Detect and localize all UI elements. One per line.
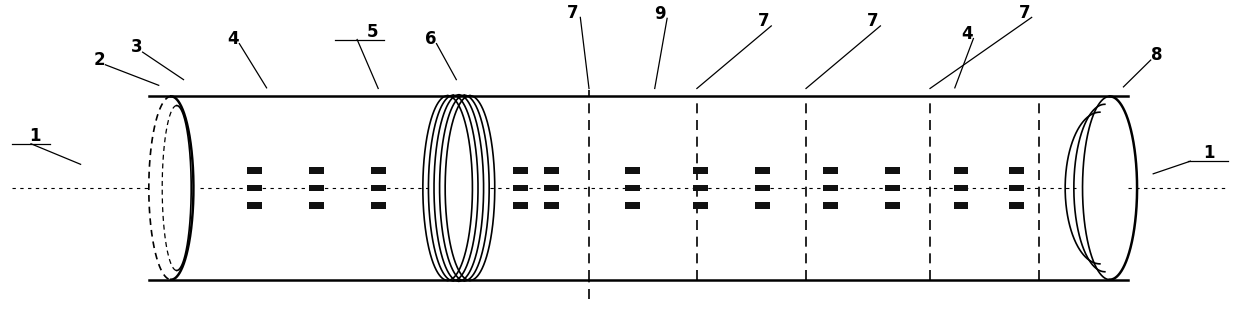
- Bar: [885, 202, 900, 209]
- Text: 4: 4: [961, 25, 973, 43]
- Bar: [693, 185, 708, 191]
- Bar: [823, 167, 838, 174]
- Bar: [755, 202, 770, 209]
- Bar: [544, 202, 559, 209]
- Text: 7: 7: [567, 4, 579, 22]
- Bar: [954, 185, 968, 191]
- Bar: [1009, 185, 1024, 191]
- Bar: [1009, 202, 1024, 209]
- Bar: [309, 167, 324, 174]
- Bar: [1009, 167, 1024, 174]
- Bar: [755, 167, 770, 174]
- Bar: [247, 185, 262, 191]
- Bar: [954, 167, 968, 174]
- Bar: [309, 202, 324, 209]
- Bar: [755, 185, 770, 191]
- Bar: [513, 185, 528, 191]
- Text: 7: 7: [758, 13, 770, 30]
- Text: 1: 1: [29, 127, 41, 145]
- Bar: [885, 167, 900, 174]
- Bar: [371, 202, 386, 209]
- Bar: [693, 167, 708, 174]
- Text: 7: 7: [1018, 4, 1030, 22]
- Bar: [247, 167, 262, 174]
- Text: 8: 8: [1151, 46, 1163, 64]
- Text: 4: 4: [227, 30, 239, 48]
- Bar: [885, 185, 900, 191]
- Bar: [544, 167, 559, 174]
- Text: 7: 7: [867, 13, 879, 30]
- Text: 3: 3: [130, 39, 143, 56]
- Bar: [513, 167, 528, 174]
- Text: 6: 6: [424, 30, 436, 48]
- Bar: [371, 185, 386, 191]
- Text: 5: 5: [366, 23, 378, 40]
- Text: 2: 2: [93, 51, 105, 69]
- Bar: [309, 185, 324, 191]
- Bar: [954, 202, 968, 209]
- Bar: [544, 185, 559, 191]
- Text: 9: 9: [653, 5, 666, 23]
- Bar: [371, 167, 386, 174]
- Bar: [513, 202, 528, 209]
- Text: 1: 1: [1203, 144, 1215, 162]
- Bar: [625, 185, 640, 191]
- Bar: [625, 202, 640, 209]
- Bar: [823, 202, 838, 209]
- Bar: [693, 202, 708, 209]
- Bar: [625, 167, 640, 174]
- Bar: [247, 202, 262, 209]
- Bar: [823, 185, 838, 191]
